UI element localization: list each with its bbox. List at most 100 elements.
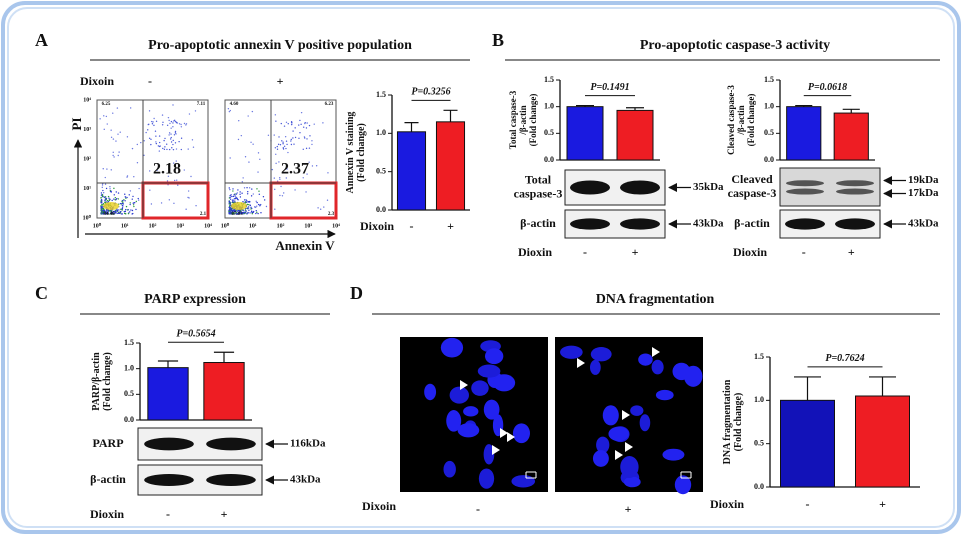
flow-event <box>323 206 325 208</box>
x-tick-label: + <box>447 219 454 233</box>
flow-event <box>185 124 187 126</box>
flow-event <box>300 111 303 114</box>
flow-tick-label: 10¹ <box>121 223 129 229</box>
flow-event <box>195 205 197 207</box>
flow-event <box>101 212 103 214</box>
flow-event <box>245 210 247 212</box>
x-axis-label: Dioxin <box>90 507 124 521</box>
flow-event <box>140 141 142 144</box>
flow-tick-label: 10² <box>149 223 157 229</box>
flow-event <box>247 191 249 193</box>
flow-event <box>274 147 277 149</box>
nucleus <box>449 386 469 404</box>
p-value: P=0.0618 <box>808 82 847 93</box>
flow-event <box>166 124 169 127</box>
nucleus <box>463 406 479 417</box>
flow-event <box>275 153 277 156</box>
flow-event <box>265 205 268 208</box>
flow-event <box>115 140 117 142</box>
nucleus <box>512 423 531 444</box>
flow-event <box>164 146 166 148</box>
flow-event <box>121 213 124 215</box>
flow-event <box>230 212 232 215</box>
flow-event <box>116 212 118 215</box>
flow-event <box>122 203 125 205</box>
nucleus <box>446 410 462 432</box>
flow-event <box>110 191 113 193</box>
flow-event <box>292 130 294 132</box>
y-tick-label: 1.5 <box>124 338 134 347</box>
flow-event <box>150 138 152 141</box>
flow-event <box>101 186 103 189</box>
flow-event <box>163 139 165 142</box>
flow-tick-label: 10⁴ <box>83 97 91 103</box>
blot-size: 116kDa <box>290 438 326 450</box>
bar <box>396 131 427 211</box>
flow-event <box>258 190 260 192</box>
flow-event <box>117 192 120 194</box>
flow-event <box>173 202 175 205</box>
panel-letter: C <box>35 283 48 303</box>
flow-event <box>119 202 122 205</box>
y-axis-label: Cleaved caspase-3 <box>726 85 736 155</box>
nucleus <box>651 359 664 375</box>
flow-event <box>305 147 308 150</box>
flow-event <box>187 148 189 150</box>
flow-event <box>166 180 169 182</box>
flow-event <box>247 212 249 214</box>
blot-label: β-actin <box>90 472 126 486</box>
flow-event <box>135 208 137 211</box>
flow-event <box>162 147 164 150</box>
flow-event <box>167 175 170 177</box>
flow-event <box>257 212 259 215</box>
flow-event <box>194 110 197 112</box>
flow-event <box>118 151 120 153</box>
flow-event <box>228 206 231 209</box>
flow-event <box>241 181 244 183</box>
error-bar <box>443 109 458 122</box>
flow-event <box>145 131 147 134</box>
flow-event <box>104 183 107 185</box>
flow-event <box>155 142 158 145</box>
flow-event <box>252 193 254 195</box>
flow-tick-label: 10³ <box>176 223 184 229</box>
flow-event <box>257 171 259 173</box>
flow-event <box>260 212 262 214</box>
blot-label: PARP <box>92 436 123 450</box>
error-bar <box>576 105 594 107</box>
condition-label: + <box>625 502 632 516</box>
flow-event <box>277 143 280 146</box>
flow-event <box>250 206 252 208</box>
flow-event <box>125 205 128 208</box>
flow-event <box>122 199 124 202</box>
flow-event <box>285 121 288 123</box>
flow-event <box>192 146 195 148</box>
flow-event <box>191 139 194 141</box>
flow-event <box>263 199 266 201</box>
flow-event <box>283 125 286 127</box>
flow-event <box>248 209 250 211</box>
flow-event <box>311 140 313 142</box>
flow-event <box>229 157 231 159</box>
flow-event <box>290 121 293 123</box>
flow-event <box>284 136 287 138</box>
flow-event <box>175 148 178 150</box>
flow-event <box>113 156 115 158</box>
nucleus <box>655 389 674 401</box>
flow-event <box>125 213 127 215</box>
flow-event <box>113 187 115 190</box>
condition-label: - <box>148 74 152 88</box>
flow-event <box>304 122 306 125</box>
error-bar <box>626 107 644 111</box>
flow-event <box>168 134 170 136</box>
flow-event <box>229 188 231 191</box>
flow-event <box>168 148 171 151</box>
flow-event <box>228 110 231 113</box>
flow-event <box>304 137 306 139</box>
flow-event <box>124 210 127 213</box>
flow-event <box>250 210 253 212</box>
flow-event <box>273 134 275 136</box>
flow-event <box>279 178 281 180</box>
flow-event <box>281 140 283 142</box>
arrowhead <box>460 380 468 390</box>
